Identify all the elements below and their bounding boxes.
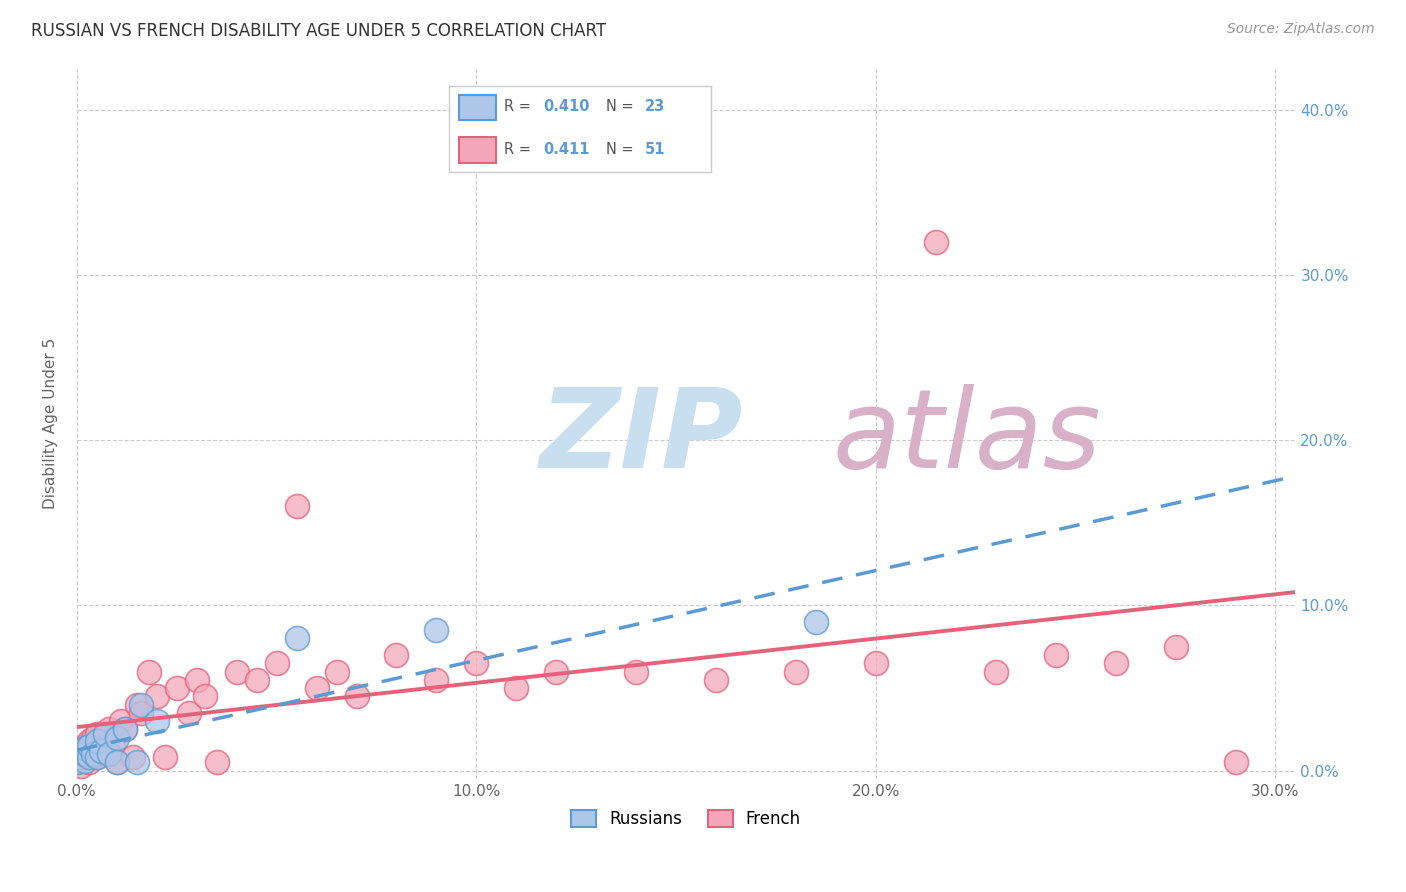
Point <box>77 734 100 748</box>
Y-axis label: Disability Age Under 5: Disability Age Under 5 <box>44 338 58 509</box>
Point <box>110 714 132 728</box>
Point <box>125 756 148 770</box>
Point <box>82 747 104 761</box>
Point <box>285 500 308 514</box>
Point <box>804 615 827 629</box>
Point <box>86 750 108 764</box>
Point <box>285 632 308 646</box>
Point <box>177 706 200 720</box>
Point <box>70 747 93 761</box>
Point <box>129 698 152 712</box>
Point <box>105 756 128 770</box>
Point <box>114 723 136 737</box>
Point <box>785 665 807 679</box>
Point <box>505 681 527 695</box>
Point <box>205 756 228 770</box>
Point <box>86 727 108 741</box>
Point <box>138 665 160 679</box>
Point <box>73 754 96 768</box>
Point <box>146 714 169 728</box>
Point <box>70 750 93 764</box>
Point <box>101 739 124 753</box>
Point <box>77 756 100 770</box>
Point <box>114 723 136 737</box>
Point <box>66 756 89 770</box>
Point <box>82 731 104 745</box>
Point <box>66 756 89 770</box>
Point <box>125 698 148 712</box>
Point <box>70 744 93 758</box>
Point <box>105 756 128 770</box>
Point <box>153 750 176 764</box>
Point <box>984 665 1007 679</box>
Point <box>146 690 169 704</box>
Point <box>94 747 117 761</box>
Point <box>626 665 648 679</box>
Point <box>97 723 120 737</box>
Point <box>90 744 112 758</box>
Point <box>425 673 447 687</box>
Point <box>346 690 368 704</box>
Point <box>77 739 100 753</box>
Point <box>82 747 104 761</box>
Point <box>546 665 568 679</box>
Point <box>1164 640 1187 654</box>
Legend: Russians, French: Russians, French <box>565 803 807 835</box>
Text: Source: ZipAtlas.com: Source: ZipAtlas.com <box>1227 22 1375 37</box>
Point <box>70 758 93 772</box>
Point <box>1225 756 1247 770</box>
Point <box>925 235 948 249</box>
Point <box>73 750 96 764</box>
Text: atlas: atlas <box>832 384 1101 491</box>
Point <box>129 706 152 720</box>
Point <box>1045 648 1067 662</box>
Point <box>94 727 117 741</box>
Point <box>86 734 108 748</box>
Point <box>225 665 247 679</box>
Point <box>90 744 112 758</box>
Point <box>97 747 120 761</box>
Point <box>166 681 188 695</box>
Point <box>305 681 328 695</box>
Point <box>465 657 488 671</box>
Point <box>121 750 143 764</box>
Point <box>704 673 727 687</box>
Text: RUSSIAN VS FRENCH DISABILITY AGE UNDER 5 CORRELATION CHART: RUSSIAN VS FRENCH DISABILITY AGE UNDER 5… <box>31 22 606 40</box>
Point <box>194 690 217 704</box>
Point <box>73 739 96 753</box>
Point <box>77 750 100 764</box>
Point <box>73 747 96 761</box>
Point <box>325 665 347 679</box>
Point <box>86 750 108 764</box>
Point <box>865 657 887 671</box>
Point <box>186 673 208 687</box>
Point <box>1105 657 1128 671</box>
Text: ZIP: ZIP <box>540 384 744 491</box>
Point <box>246 673 269 687</box>
Point <box>73 740 96 755</box>
Point <box>266 657 288 671</box>
Point <box>425 624 447 638</box>
Point <box>105 731 128 745</box>
Point <box>385 648 408 662</box>
